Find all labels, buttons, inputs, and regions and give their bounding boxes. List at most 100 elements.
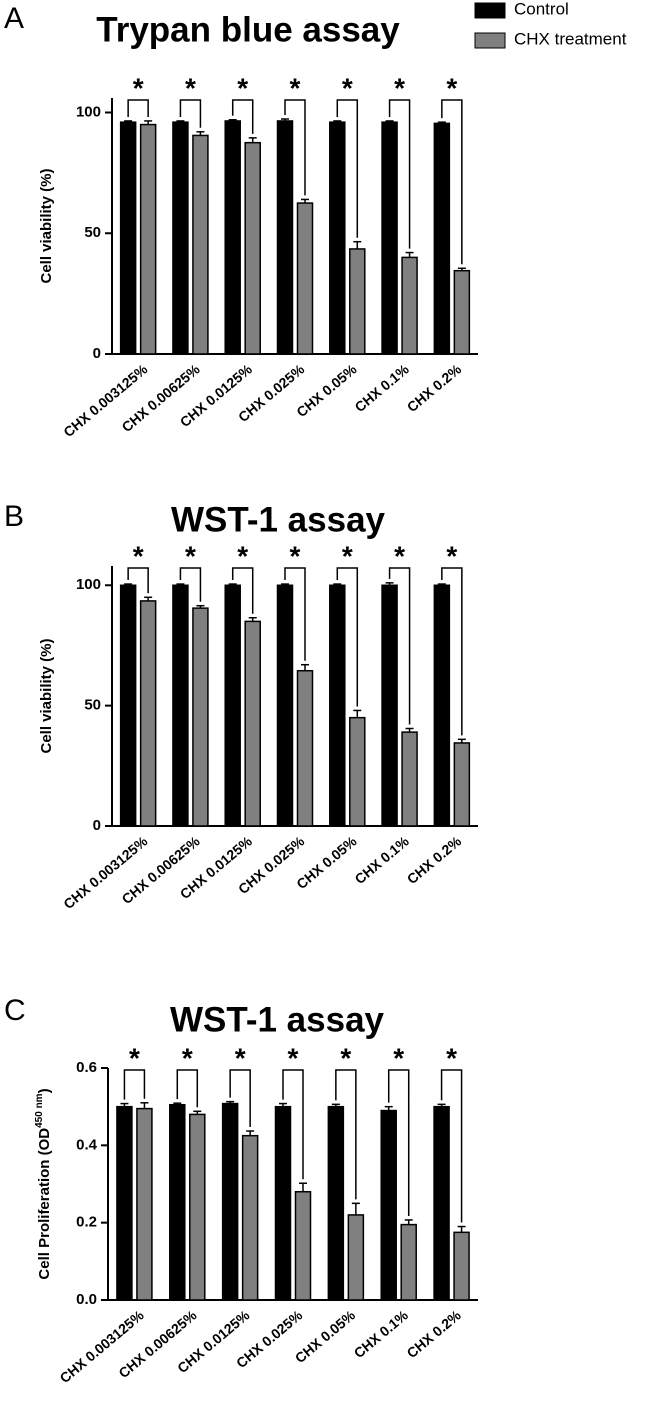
bracket — [179, 567, 202, 602]
y-axis-label-superscript: 450 nm — [34, 1093, 45, 1128]
bar — [381, 584, 398, 827]
bar — [296, 202, 314, 355]
error-bar — [457, 267, 466, 271]
error-bar — [196, 131, 205, 136]
y-tick-label: 100 — [76, 576, 101, 593]
y-tick-label: 0.2 — [76, 1214, 97, 1231]
error-bar — [248, 137, 257, 143]
bracket — [336, 99, 359, 238]
significance-mark: * — [129, 1042, 140, 1073]
bracket — [127, 99, 149, 117]
y-tick-label: 0 — [93, 817, 101, 834]
bar — [381, 121, 398, 355]
x-tick-label: CHX 0.003125% — [60, 833, 151, 913]
bar — [136, 1107, 153, 1301]
error-bar — [385, 120, 394, 123]
bar — [433, 1105, 450, 1301]
error-bar — [246, 1130, 255, 1136]
error-bar — [248, 617, 257, 622]
bar — [172, 121, 189, 355]
error-bar — [144, 596, 153, 601]
bar — [380, 1109, 397, 1301]
bar — [224, 584, 241, 827]
bar — [401, 731, 418, 827]
bar — [274, 1105, 292, 1301]
significance-mark: * — [446, 540, 457, 571]
panel-label: B — [4, 500, 24, 533]
bar — [453, 742, 471, 827]
bar — [400, 1223, 417, 1301]
y-tick-label: 50 — [84, 697, 101, 714]
error-bar — [281, 118, 289, 121]
error-bar — [120, 1102, 129, 1107]
significance-mark: * — [290, 72, 301, 103]
bar — [327, 1105, 345, 1301]
significance-mark: * — [394, 72, 405, 103]
bar — [453, 1231, 470, 1301]
x-tick-label: CHX 0.1% — [352, 361, 413, 416]
bar — [453, 269, 471, 355]
x-tick-label: CHX 0.1% — [351, 1307, 412, 1362]
legend-swatch — [474, 32, 506, 49]
significance-mark: * — [394, 540, 405, 571]
x-tick-label: CHX 0.2% — [404, 833, 465, 888]
error-bar — [333, 583, 342, 586]
chart-title: WST-1 assay — [171, 500, 386, 539]
panel-label: C — [4, 994, 26, 1027]
error-bar — [353, 240, 362, 249]
significance-mark: * — [446, 72, 457, 103]
error-bar — [226, 1100, 235, 1104]
bar — [172, 584, 189, 827]
error-bar — [140, 1102, 149, 1109]
significance-mark: * — [185, 72, 196, 103]
bar — [192, 134, 209, 355]
error-bar — [281, 583, 289, 586]
significance-mark: * — [182, 1042, 193, 1073]
y-tick-label: 50 — [84, 224, 101, 241]
y-axis-label: Cell viability (%) — [38, 168, 55, 283]
bar — [192, 607, 209, 827]
x-tick-label: CHX 0.2% — [404, 361, 465, 416]
y-tick-label: 0 — [93, 345, 101, 362]
significance-mark: * — [340, 1042, 351, 1073]
error-bar — [228, 118, 237, 121]
bar — [221, 1102, 239, 1301]
bracket — [282, 1069, 304, 1180]
significance-mark: * — [342, 540, 353, 571]
error-bar — [457, 738, 466, 743]
significance-mark: * — [185, 540, 196, 571]
bracket — [231, 567, 254, 614]
significance-mark: * — [446, 1042, 457, 1073]
error-bar — [331, 1103, 340, 1107]
bar — [401, 256, 418, 355]
x-tick-label: CHX 0.003125% — [60, 361, 151, 441]
error-bar — [457, 1225, 466, 1233]
significance-mark: * — [393, 1042, 404, 1073]
legend-swatch — [474, 2, 506, 19]
bar — [329, 121, 346, 355]
bracket — [387, 1069, 410, 1216]
y-tick-label: 100 — [76, 103, 101, 120]
error-bar — [405, 251, 414, 258]
error-bar — [353, 709, 362, 718]
error-bar — [437, 583, 446, 586]
error-bar — [193, 1110, 202, 1115]
legend-label: CHX treatment — [514, 29, 627, 48]
bracket — [336, 567, 359, 707]
bar — [349, 716, 366, 827]
bar — [349, 248, 366, 355]
x-tick-label: CHX 0.2% — [404, 1307, 465, 1362]
error-bar — [279, 1102, 287, 1107]
error-bar — [176, 583, 185, 586]
bar — [276, 120, 294, 355]
error-bar — [301, 198, 309, 204]
error-bar — [333, 120, 342, 123]
bar — [139, 123, 157, 355]
bar — [169, 1103, 186, 1301]
error-bar — [404, 1219, 413, 1225]
x-tick-label: CHX 0.1% — [352, 833, 413, 888]
bracket — [441, 99, 463, 265]
bar — [139, 600, 157, 827]
y-axis-label-suffix: ) — [36, 1088, 53, 1093]
